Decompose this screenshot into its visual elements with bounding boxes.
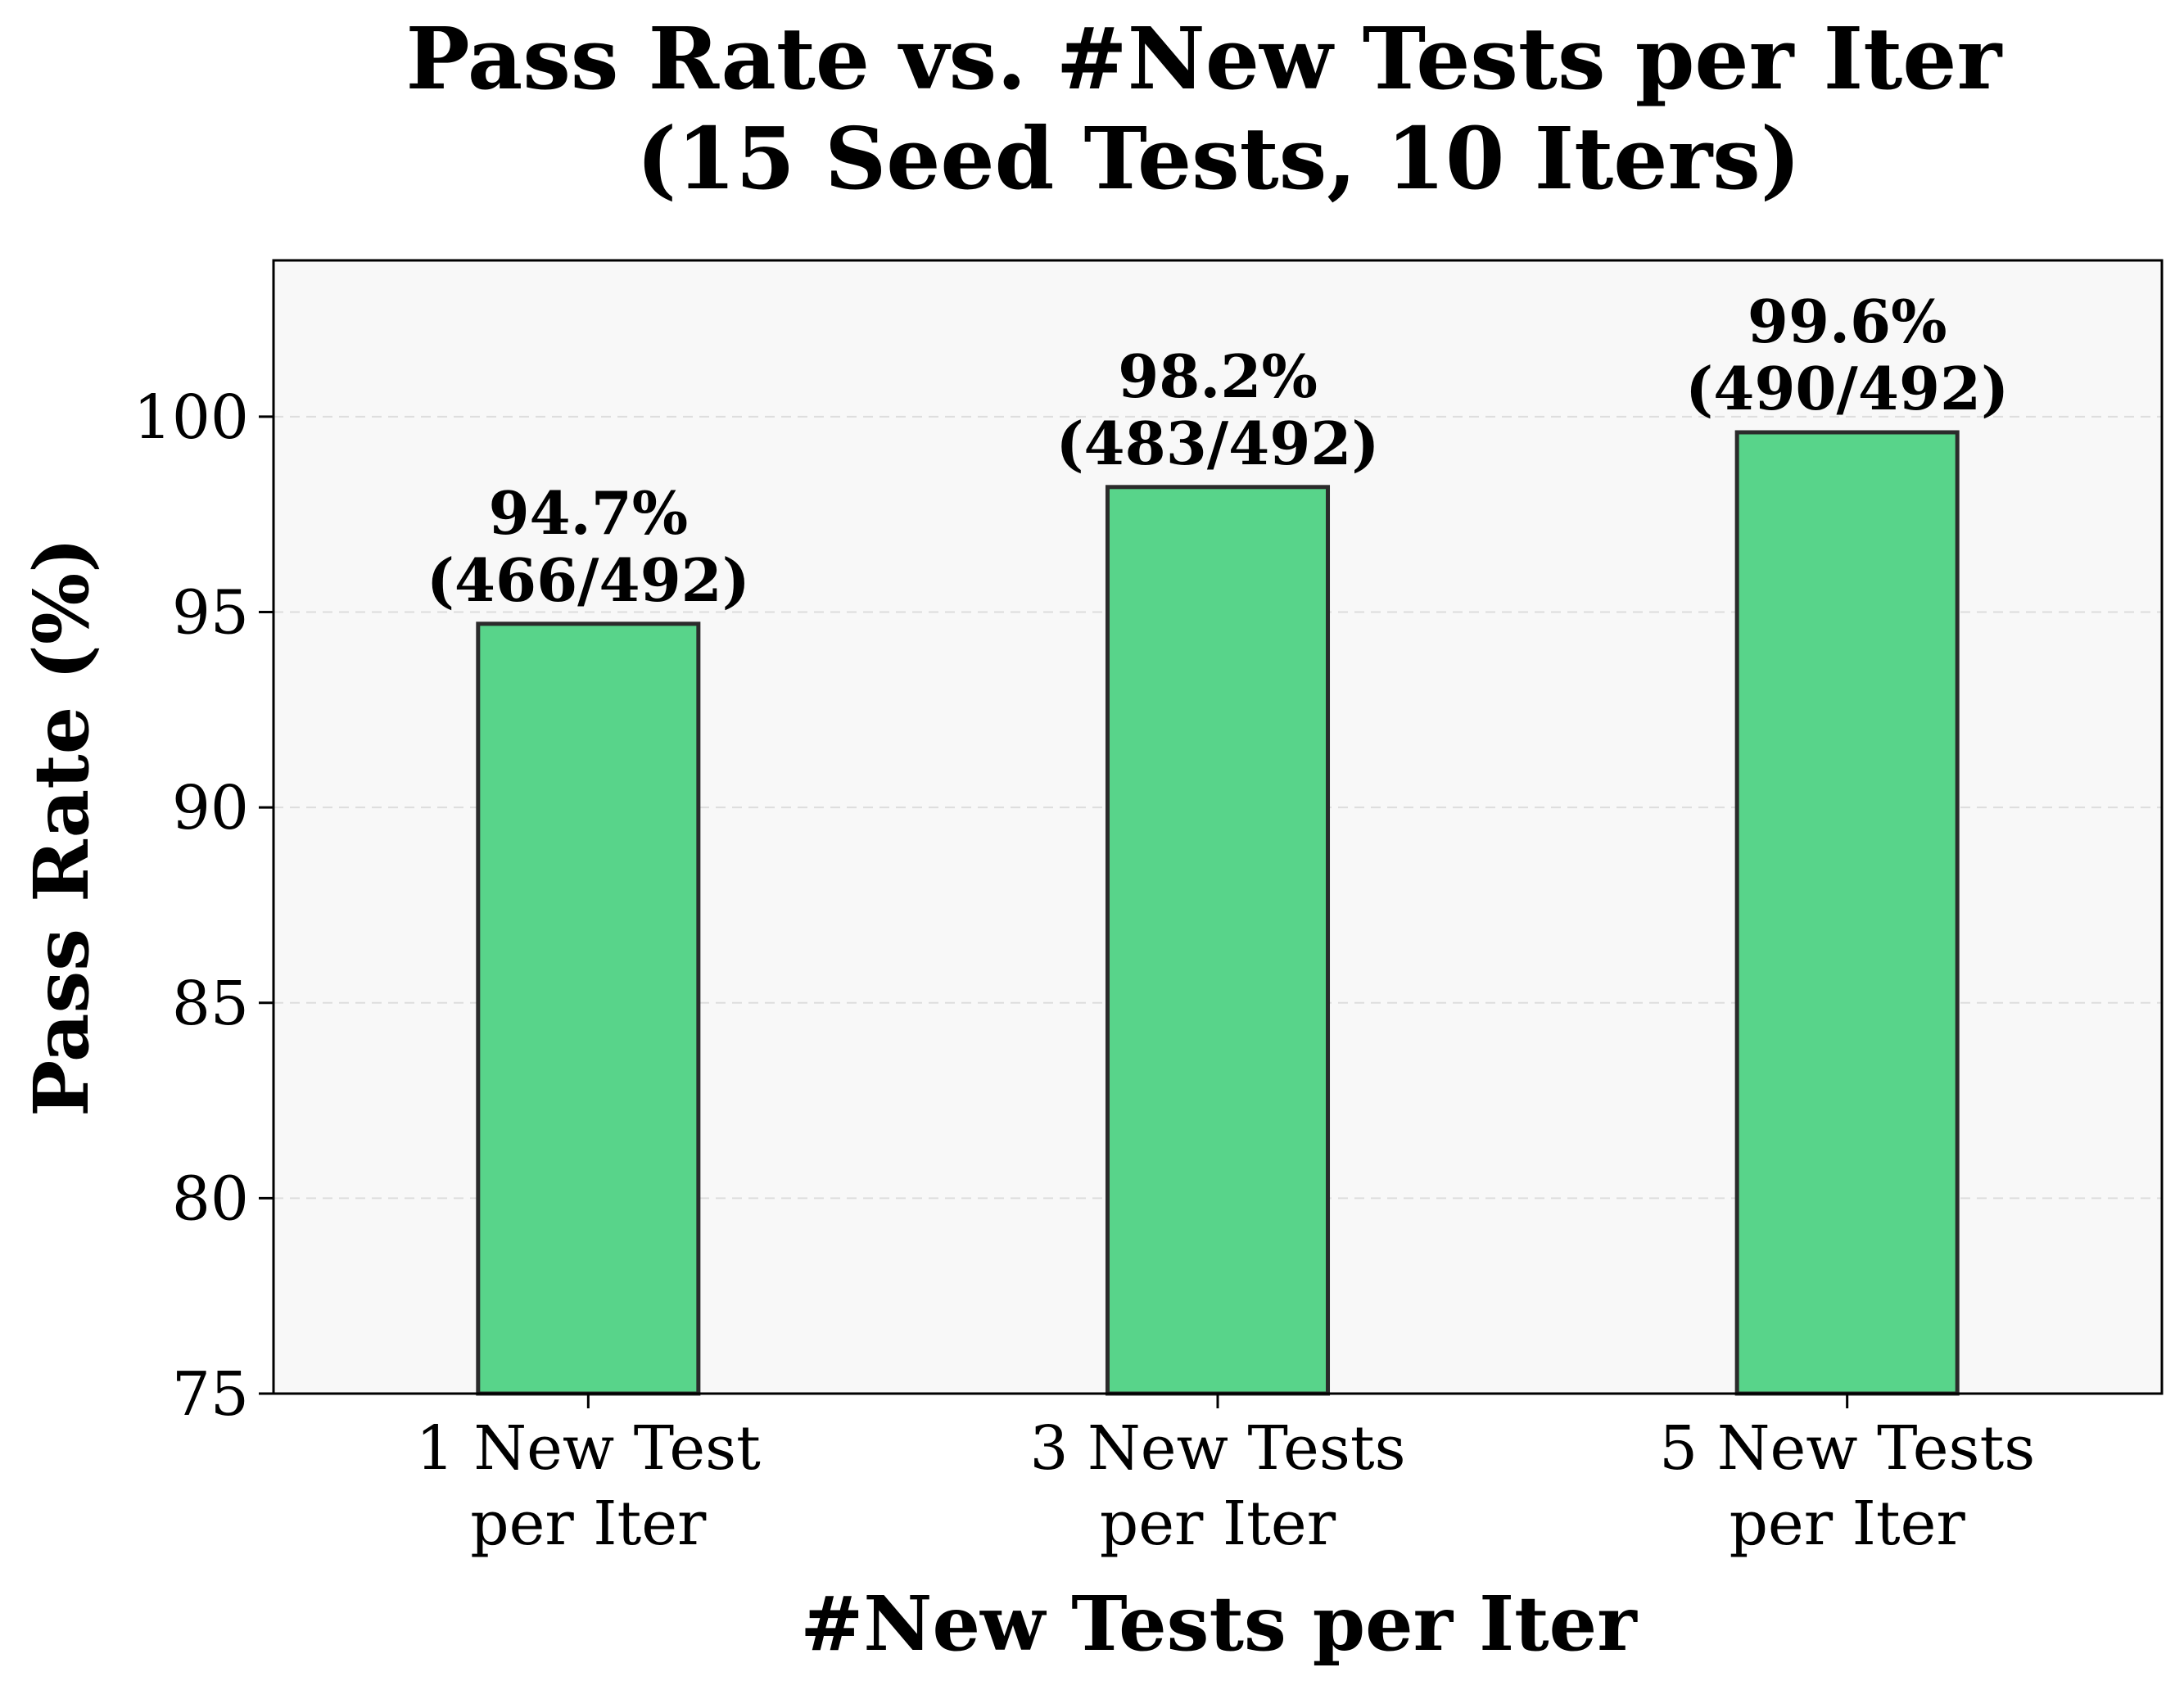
y-tick-label: 80 [172, 1164, 249, 1234]
x-tick-label: 3 New Tests [1029, 1413, 1405, 1484]
x-tick-label: per Iter [1100, 1489, 1336, 1559]
y-axis-label: Pass Rate (%) [17, 537, 106, 1117]
chart-title: Pass Rate vs. #New Tests per Iter (15 Se… [406, 8, 2032, 209]
bar-value-labels: 94.7%(466/492) 98.2%(483/492) 99.6%(490/49… [427, 287, 2009, 615]
y-tick-label: 85 [172, 969, 249, 1039]
bar-count-label: (483/492) [1056, 409, 1379, 478]
y-axis-ticks: 75 80 85 90 95 100 [133, 382, 274, 1430]
y-tick-label: 100 [133, 382, 249, 453]
bar-count-label: (490/492) [1685, 354, 2009, 423]
bars [476, 430, 1960, 1396]
chart-title-line-1: Pass Rate vs. #New Tests per Iter [406, 8, 2003, 109]
x-tick-label: 1 New Test [416, 1413, 761, 1484]
bar-value-label: 99.6% [1748, 287, 1947, 356]
x-tick-label: per Iter [470, 1489, 707, 1559]
y-tick-label: 75 [172, 1359, 249, 1430]
bar-value-label: 98.2% [1118, 341, 1318, 411]
bar-value-label: 94.7% [488, 478, 688, 548]
y-tick-label: 95 [172, 578, 249, 648]
bar [1734, 430, 1960, 1396]
y-tick-label: 90 [172, 773, 249, 843]
chart-title-line-2: (15 Seed Tests, 10 Iters) [636, 108, 1801, 209]
x-tick-label: 5 New Tests [1659, 1413, 2035, 1484]
x-tick-label: per Iter [1730, 1489, 1966, 1559]
bar [1105, 485, 1331, 1396]
bar-count-label: (466/492) [427, 545, 750, 615]
x-axis-label: #New Tests per Iter [800, 1579, 1638, 1668]
bar [476, 621, 701, 1396]
